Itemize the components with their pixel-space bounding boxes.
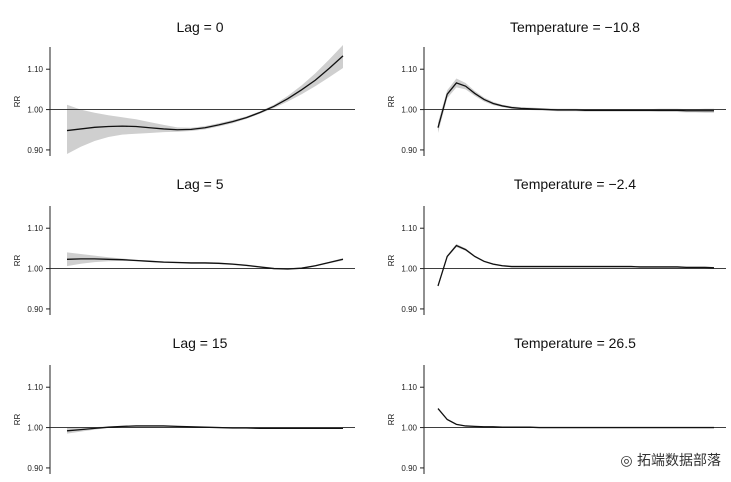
confidence-band [438,407,714,428]
y-tick-label: 1.00 [401,106,417,115]
y-tick-label: 1.00 [401,424,417,433]
panel-title: Temperature = 26.5 [514,335,636,351]
chart-panel-2: Temperature = −10.8 0.90 1.00 1.10 RR [387,19,726,156]
panel-title: Temperature = −10.8 [510,19,640,35]
y-tick-label: 0.90 [27,146,43,155]
series-line [66,425,343,432]
y-tick-label: 1.10 [401,65,417,74]
y-tick-label: 1.10 [27,65,43,74]
confidence-band [438,78,714,133]
y-tick-label: 1.00 [27,265,43,274]
confidence-band [67,252,343,270]
chart-panel-1: Lag = 0 0.90 1.00 1.10 RR [13,19,355,156]
chart-panel-6: Temperature = 26.5 0.90 1.00 1.10 RR [387,335,726,474]
chart-panel-4: Temperature = −2.4 0.90 1.00 1.10 RR [387,176,726,315]
y-axis-label: RR [387,255,396,267]
watermark: ◎ 拓端数据部落 [620,450,721,470]
y-axis-label: RR [387,96,396,108]
y-axis-label: RR [13,414,22,426]
watermark-brand: 拓端数据部落 [637,453,721,469]
series-line [66,258,344,270]
y-tick-label: 0.90 [401,146,417,155]
y-tick-label: 1.10 [401,224,417,233]
y-tick-label: 1.00 [27,106,43,115]
y-tick-label: 0.90 [27,464,43,473]
panel-title: Temperature = −2.4 [514,176,636,192]
confidence-band [438,243,714,288]
y-axis-label: RR [387,414,396,426]
y-tick-label: 1.10 [27,224,43,233]
chart-panel-3: Lag = 5 0.90 1.00 1.10 RR [13,176,355,315]
panel-title: Lag = 15 [173,335,228,351]
y-tick-label: 0.90 [27,305,43,314]
y-axis-label: RR [13,96,22,108]
y-axis-label: RR [13,255,22,267]
series-line [437,408,714,429]
series-line [437,244,715,287]
y-tick-label: 1.00 [401,265,417,274]
y-tick-label: 0.90 [401,305,417,314]
panel-title: Lag = 0 [176,19,223,35]
panel-title: Lag = 5 [176,176,223,192]
wechat-icon: ◎ [620,453,633,469]
chart-panel-5: Lag = 15 0.90 1.00 1.10 RR [13,335,355,474]
y-tick-label: 1.10 [27,383,43,392]
series-line [437,82,714,128]
series-line [66,55,344,132]
confidence-band [67,45,343,154]
y-tick-label: 1.00 [27,424,43,433]
y-tick-label: 0.90 [401,464,417,473]
y-tick-label: 1.10 [401,383,417,392]
